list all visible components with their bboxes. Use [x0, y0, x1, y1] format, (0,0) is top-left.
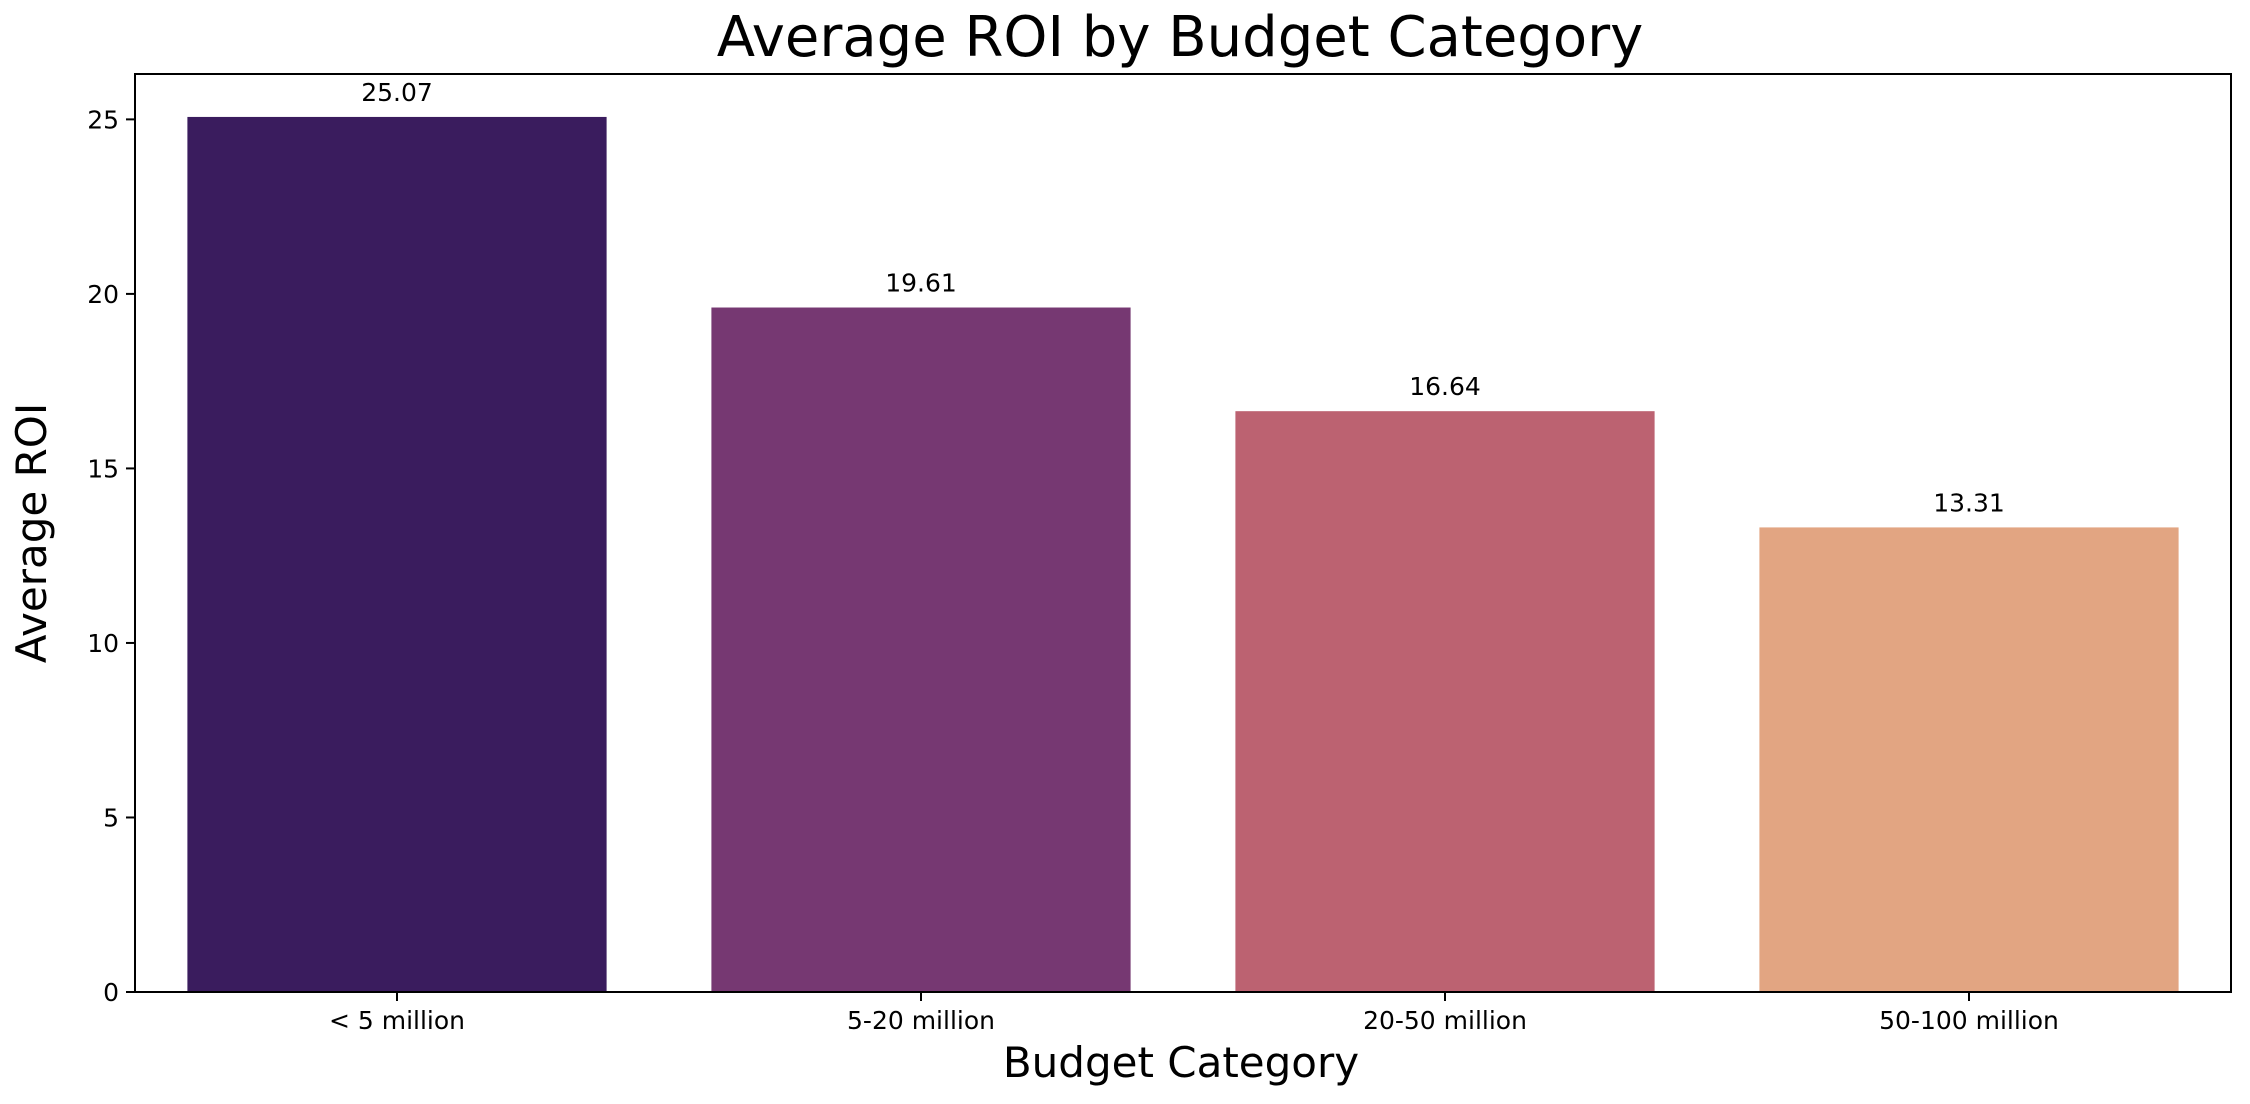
x-tick-label: < 5 million — [329, 1006, 465, 1035]
bar-value-label: 16.64 — [1409, 372, 1481, 401]
bars-group — [187, 116, 2179, 993]
x-axis: < 5 million 5-20 million 20-50 million 50-1… — [329, 992, 2059, 1035]
bar — [1235, 411, 1655, 992]
x-tick-label: 50-100 million — [1879, 1006, 2059, 1035]
bar-value-label: 13.31 — [1933, 488, 2005, 517]
bar — [711, 307, 1131, 993]
data-labels-group: 25.07 19.61 16.64 13.31 — [361, 78, 2005, 517]
x-tick-label: 5-20 million — [847, 1006, 995, 1035]
y-tick-label: 15 — [87, 454, 119, 483]
y-tick-label: 10 — [87, 629, 119, 658]
chart-title: Average ROI by Budget Category — [717, 5, 1644, 70]
x-tick-label: 20-50 million — [1363, 1006, 1527, 1035]
y-tick-label: 25 — [87, 105, 119, 134]
y-tick-label: 20 — [87, 280, 119, 309]
bar — [187, 116, 607, 992]
y-axis-title: Average ROI — [7, 403, 56, 663]
bar-value-label: 19.61 — [885, 269, 957, 298]
x-axis-title: Budget Category — [1003, 1038, 1359, 1087]
bar-value-label: 25.07 — [361, 78, 433, 107]
y-axis: 0 5 10 15 20 25 — [87, 105, 135, 1007]
bar — [1759, 527, 2179, 992]
y-tick-label: 5 — [103, 803, 119, 832]
plot-frame — [134, 73, 2232, 993]
y-tick-label: 0 — [103, 978, 119, 1007]
